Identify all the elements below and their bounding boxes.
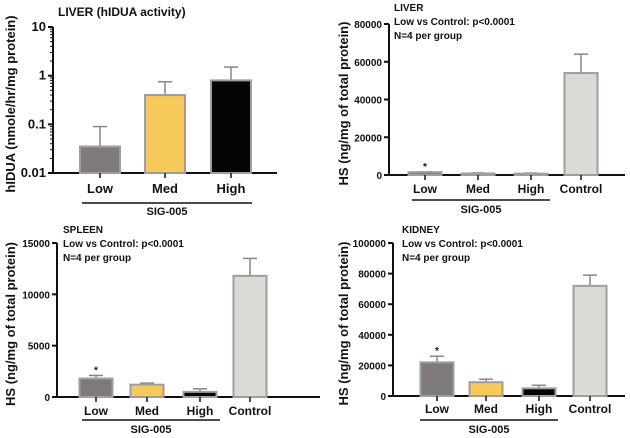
y-tick-label: 0.1 — [28, 116, 46, 131]
y-tick-label: 60000 — [358, 300, 386, 311]
significance-marker: * — [94, 365, 98, 376]
x-tick-label: Low — [413, 182, 438, 196]
x-tick-label: High — [518, 182, 545, 196]
chart-annotation: N=4 per group — [402, 253, 470, 264]
y-axis-label: hIDUA (nmole/hr/mg protein) — [3, 15, 18, 192]
x-tick-label: Med — [474, 402, 498, 416]
x-tick-label: Med — [466, 182, 490, 196]
y-tick-label: 80000 — [358, 270, 386, 281]
group-label: SIG-005 — [469, 424, 510, 436]
group-label: SIG-005 — [461, 204, 502, 216]
x-tick-label: Control — [229, 404, 272, 418]
y-tick-label: 40000 — [358, 331, 386, 342]
y-tick-label: 100000 — [353, 239, 387, 250]
y-tick-label: 15000 — [22, 239, 50, 250]
y-tick-label: 10 — [32, 19, 46, 34]
chart-annotation: N=4 per group — [394, 31, 462, 42]
y-tick-label: 5000 — [28, 342, 51, 353]
bar-control — [232, 274, 268, 398]
significance-marker: * — [423, 162, 427, 173]
chart-panel-spleen-hs: SPLEEN Low vs Control: p<0.0001 N=4 per gr… — [3, 225, 320, 436]
y-tick-label: 20000 — [358, 361, 386, 372]
bar-low — [78, 377, 114, 398]
y-tick-label: 0 — [380, 392, 386, 403]
bar-med — [144, 94, 186, 174]
x-tick-label: Control — [560, 182, 603, 196]
chart-annotation: Low vs Control: p<0.0001 — [63, 239, 184, 250]
bar-high — [521, 387, 557, 398]
chart-panel-liver-hidua: LIVER (hIDUA activity) 0.01 0.1 1 10 hIDUA (n… — [3, 5, 277, 218]
significance-marker: * — [435, 346, 439, 357]
y-tick-label: 0 — [44, 393, 50, 404]
y-tick-label: 1 — [39, 68, 46, 83]
y-tick-label: 80000 — [354, 20, 382, 31]
x-tick-label: Med — [135, 404, 159, 418]
bar-high — [513, 172, 549, 177]
bar-control — [563, 72, 599, 176]
y-tick-label: 10000 — [22, 290, 50, 301]
bar-med — [129, 383, 165, 398]
x-tick-label: Low — [425, 402, 450, 416]
bar-control — [572, 284, 608, 397]
x-tick-label: High — [217, 181, 246, 196]
chart-title: LIVER — [394, 3, 424, 14]
chart-title: LIVER (hIDUA activity) — [58, 5, 186, 19]
bar-low — [79, 145, 121, 174]
chart-title: SPLEEN — [63, 225, 103, 236]
group-label: SIG-005 — [131, 424, 172, 436]
y-tick-label: 0 — [376, 171, 382, 182]
bar-low — [419, 361, 455, 397]
bar-high — [210, 79, 252, 174]
x-tick-label: High — [187, 404, 214, 418]
chart-panel-kidney-hs: KIDNEY Low vs Control: p<0.0001 N=4 per gr… — [336, 225, 625, 436]
bar-med — [460, 172, 496, 177]
y-axis-label: HS (ng/mg of total protein) — [336, 22, 351, 186]
x-tick-label: Med — [152, 181, 178, 196]
bar-high — [182, 390, 218, 399]
bar-med — [468, 381, 504, 398]
y-tick-label: 60000 — [354, 58, 382, 69]
x-tick-label: Control — [569, 402, 612, 416]
chart-title: KIDNEY — [402, 225, 440, 236]
x-tick-label: High — [526, 402, 553, 416]
y-tick-label: 20000 — [354, 133, 382, 144]
x-tick-label: Low — [84, 404, 109, 418]
y-tick-label: 40000 — [354, 96, 382, 107]
group-label: SIG-005 — [147, 206, 188, 218]
y-axis-label: HS (ng/mg of total protein) — [3, 242, 18, 406]
chart-annotation: Low vs Control: p<0.0001 — [394, 17, 515, 28]
chart-panel-liver-hs: LIVER Low vs Control: p<0.0001 N=4 per gro… — [336, 3, 625, 216]
x-tick-label: Low — [87, 181, 114, 196]
y-axis-label: HS (ng/mg of total protein) — [336, 242, 351, 406]
chart-annotation: N=4 per group — [63, 253, 131, 264]
chart-annotation: Low vs Control: p<0.0001 — [402, 239, 523, 250]
y-tick-label: 0.01 — [21, 165, 46, 180]
